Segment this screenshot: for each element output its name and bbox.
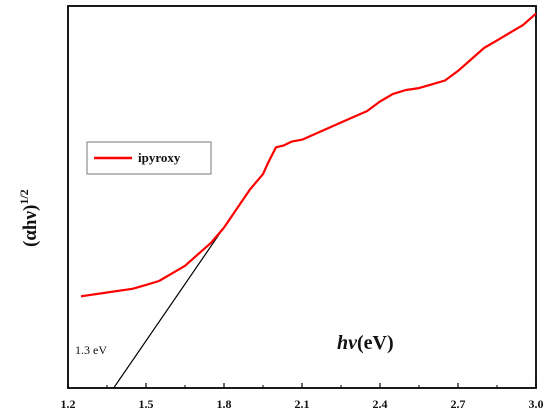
y-axis-title-main: (αhν)	[20, 205, 41, 247]
x-tick-label: 3.0	[529, 397, 544, 411]
legend: ipyroxy	[86, 141, 212, 175]
x-axis-title: hν(eV)	[337, 332, 394, 354]
x-tick-label: 2.7	[451, 397, 466, 411]
x-tick-label: 2.1	[295, 397, 310, 411]
x-tick-label: 1.8	[217, 397, 232, 411]
x-axis-title-unit: (eV)	[357, 332, 394, 354]
series-line-ipyroxy	[80, 12, 537, 298]
x-axis-ticks: 1.2 1.5 1.8 2.1 2.4 2.7 3.0	[61, 383, 544, 411]
x-tick-label: 2.4	[373, 397, 388, 411]
y-axis-title-exponent: 1/2	[17, 189, 31, 204]
legend-label-ipyroxy: ipyroxy	[138, 150, 181, 165]
x-tick-label: 1.5	[139, 397, 154, 411]
y-axis-title: (αhν)1/2	[17, 189, 41, 247]
x-axis-title-symbol: hν	[337, 332, 358, 354]
x-tick-label: 1.2	[61, 397, 76, 411]
bandgap-annotation: 1.3 eV	[75, 343, 107, 357]
